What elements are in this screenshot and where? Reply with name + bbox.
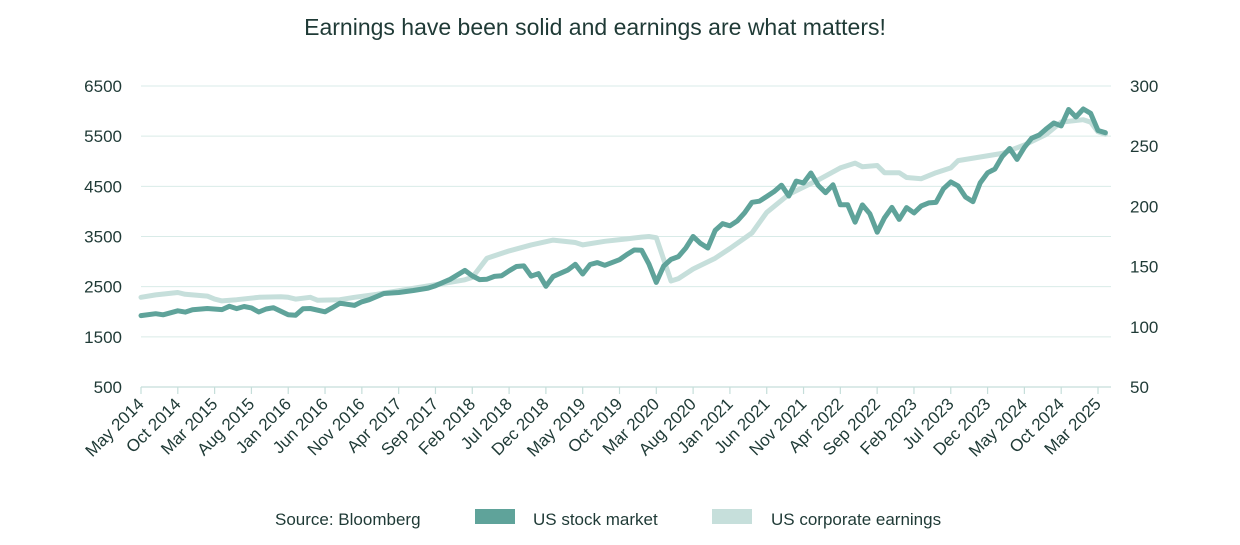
legend-swatch-us-stock-market: [475, 509, 515, 524]
y-right-tick-label: 150: [1130, 258, 1158, 277]
series-lines: [138, 106, 1108, 319]
legend-label-us-corporate-earnings: US corporate earnings: [771, 510, 941, 529]
y-right-tick-label: 50: [1130, 378, 1149, 397]
y-right-tick-label: 200: [1130, 197, 1158, 216]
y-left-tick-label: 1500: [84, 328, 122, 347]
axes: 500 1500 2500 3500 4500 5500 6500 50 100 150 200 25…: [82, 77, 1159, 461]
y-right-tick-label: 100: [1130, 318, 1158, 337]
chart-title: Earnings have been solid and earnings ar…: [304, 14, 886, 40]
legend-swatch-us-corporate-earnings: [712, 509, 752, 524]
y-left-tick-label: 3500: [84, 228, 122, 247]
source-note: Source: Bloomberg: [275, 510, 421, 529]
y-left-tick-label: 5500: [84, 127, 122, 146]
y-right-tick-label: 250: [1130, 137, 1158, 156]
y-left-tick-label: 2500: [84, 278, 122, 297]
y-right-tick-label: 300: [1130, 77, 1158, 96]
y-left-tick-label: 500: [94, 378, 122, 397]
series-line-us-corporate-earnings: [138, 117, 1108, 304]
y-left-tick-label: 6500: [84, 77, 122, 96]
series-line-us-stock-market: [138, 106, 1108, 319]
legend-label-us-stock-market: US stock market: [533, 510, 658, 529]
y-left-tick-label: 4500: [84, 177, 122, 196]
legend: Source: Bloomberg US stock market US cor…: [275, 509, 941, 529]
